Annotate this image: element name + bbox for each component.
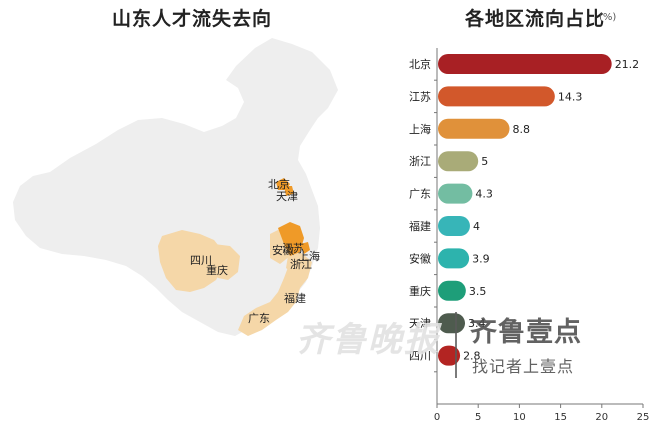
- region-jiangsu: [278, 222, 304, 256]
- bar: [438, 313, 466, 334]
- bar: [438, 216, 470, 236]
- region-tianjin: [284, 186, 294, 196]
- bar-category-label: 广东: [409, 188, 431, 201]
- map-label-guangdong: 广东: [248, 312, 270, 325]
- china-outline: [13, 38, 338, 336]
- china-map: 北京 天津 江苏 安徽 上海 浙江 四川 重庆 福建 广东: [13, 38, 338, 336]
- bar-category-label: 上海: [409, 122, 431, 136]
- bar-value-label: 3.4: [468, 317, 486, 330]
- map-label-fujian: 福建: [284, 291, 306, 305]
- bar: [438, 280, 466, 301]
- bar-category-label: 江苏: [409, 90, 431, 103]
- region-guangdong: [238, 274, 300, 336]
- bar: [438, 183, 473, 204]
- bar-category-label: 福建: [409, 219, 431, 233]
- bar-value-label: 2.8: [463, 350, 481, 363]
- bar-chart-unit: (%): [599, 12, 617, 23]
- map-label-chongqing: 重庆: [206, 263, 228, 277]
- region-zhejiang: [286, 252, 310, 274]
- bar-category-label: 安徽: [409, 251, 431, 265]
- bar-category-label: 浙江: [409, 155, 431, 168]
- x-tick-label: 10: [513, 412, 526, 423]
- bar-category-label: 四川: [409, 350, 431, 363]
- bar: [438, 118, 510, 139]
- watermark-slogan: 找记者上壹点: [472, 357, 575, 376]
- bar-value-label: 21.2: [615, 58, 640, 71]
- map-title: 山东人才流失去向: [112, 8, 273, 30]
- x-tick-label: 0: [434, 412, 440, 423]
- region-chongqing: [214, 244, 240, 280]
- bar-value-label: 4: [473, 220, 480, 233]
- watermark-brand: 齐鲁壹点: [470, 317, 582, 348]
- map-label-zhejiang: 浙江: [290, 258, 312, 271]
- map-label-anhui: 安徽: [272, 243, 294, 257]
- map-label-beijing: 北京: [268, 177, 290, 191]
- bar: [438, 345, 461, 366]
- region-shanghai: [300, 242, 310, 254]
- bar-value-label: 14.3: [558, 90, 583, 103]
- watermark-divider: [455, 312, 457, 378]
- bar-value-label: 3.5: [469, 285, 487, 298]
- x-tick-label: 15: [554, 412, 567, 423]
- bar-category-label: 重庆: [409, 284, 431, 298]
- watermark-script-logo: 齐鲁晚报: [296, 320, 440, 360]
- bar: [438, 86, 555, 107]
- x-tick-label: 25: [637, 412, 650, 423]
- bar-chart-title: 各地区流向占比: [465, 8, 606, 30]
- bar-category-label: 北京: [409, 57, 431, 71]
- bar: [438, 248, 470, 269]
- map-label-shanghai: 上海: [298, 249, 320, 263]
- map-label-jiangsu: 江苏: [282, 242, 304, 255]
- bar-value-label: 8.8: [513, 123, 531, 136]
- region-sichuan: [158, 230, 224, 292]
- bar-category-label: 天津: [409, 317, 431, 330]
- bar: [438, 151, 479, 172]
- map-label-sichuan: 四川: [190, 254, 212, 267]
- map-label-tianjin: 天津: [276, 190, 298, 203]
- bar-value-label: 5: [481, 155, 488, 168]
- bar: [438, 54, 612, 74]
- x-tick-label: 20: [595, 412, 608, 423]
- bar-value-label: 4.3: [475, 188, 493, 201]
- bar-value-label: 3.9: [472, 252, 490, 265]
- x-tick-label: 5: [475, 412, 481, 423]
